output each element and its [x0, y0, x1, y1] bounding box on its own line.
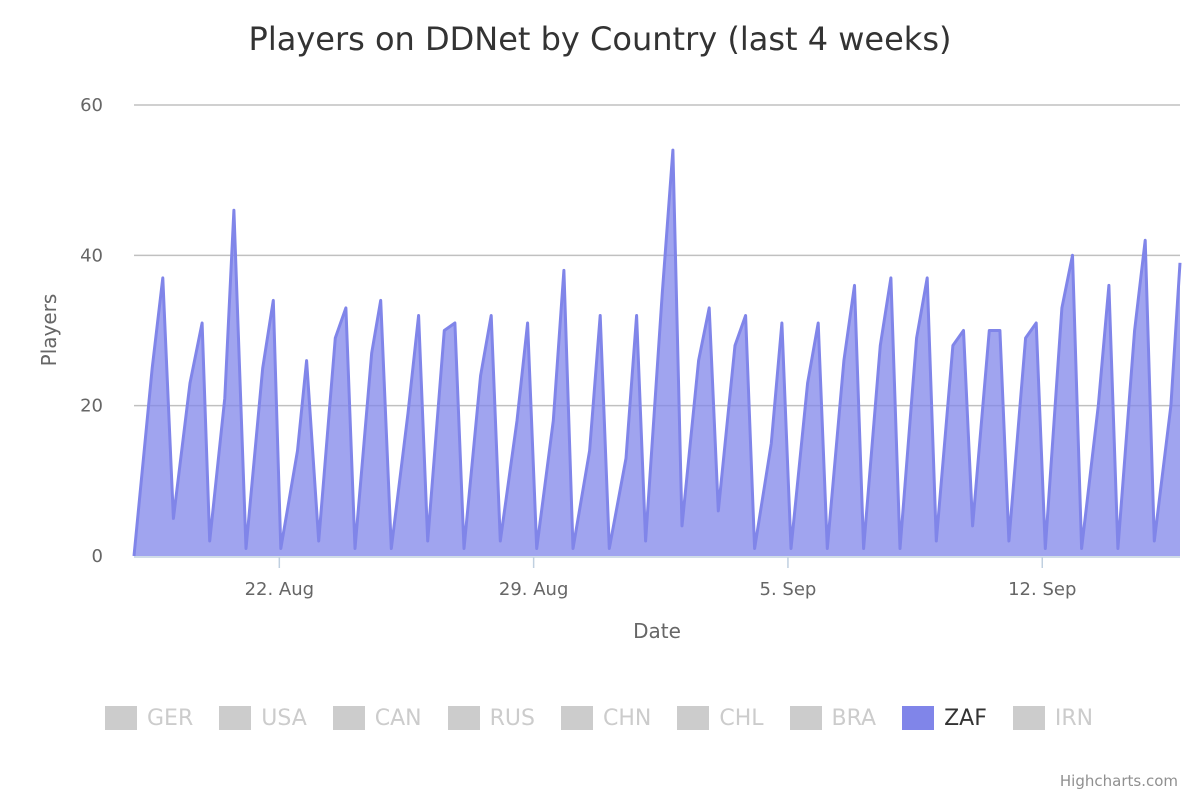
- legend-item-irn[interactable]: IRN: [1012, 703, 1094, 733]
- legend-label: CHL: [719, 705, 764, 731]
- y-tick-label: 60: [80, 95, 103, 116]
- legend-item-rus[interactable]: RUS: [447, 703, 535, 733]
- x-axis-title: Date: [633, 619, 681, 643]
- x-tick-label: 29. Aug: [499, 579, 569, 600]
- legend-swatch: [1012, 706, 1045, 730]
- x-axis: 22. Aug 29. Aug 5. Sep 12. Sep: [134, 556, 1180, 600]
- legend-item-ger[interactable]: GER: [105, 703, 193, 733]
- series-line-zaf[interactable]: [132, 148, 1182, 557]
- series-area-zaf: [134, 150, 1180, 556]
- legend-swatch: [105, 706, 137, 730]
- legend-label: CHN: [603, 705, 652, 731]
- legend-item-chl[interactable]: CHL: [677, 703, 764, 733]
- credits-link[interactable]: Highcharts.com: [1059, 772, 1178, 790]
- chart-title: Players on DDNet by Country (last 4 week…: [249, 20, 952, 58]
- legend: GER USA CAN RUS CHN CHL BRA ZAF IRN: [105, 703, 1165, 733]
- legend-swatch: [677, 706, 710, 730]
- legend-label: BRA: [831, 705, 877, 731]
- legend-label: CAN: [374, 705, 422, 731]
- legend-swatch: [332, 706, 365, 730]
- x-tick-label: 12. Sep: [1008, 579, 1076, 600]
- y-tick-label: 40: [80, 245, 103, 266]
- y-axis: 0 20 40 60: [80, 95, 103, 567]
- legend-item-bra[interactable]: BRA: [789, 703, 877, 733]
- legend-swatch: [902, 706, 935, 730]
- y-tick-label: 20: [80, 396, 103, 417]
- legend-label: USA: [261, 705, 307, 731]
- y-axis-title: Players: [37, 294, 61, 367]
- legend-label: GER: [147, 705, 194, 731]
- legend-item-chn[interactable]: CHN: [561, 703, 651, 733]
- plot-area: [132, 148, 1182, 557]
- x-tick-label: 5. Sep: [760, 579, 817, 600]
- legend-label: ZAF: [944, 705, 987, 731]
- legend-item-usa[interactable]: USA: [219, 703, 307, 733]
- legend-label: RUS: [489, 705, 535, 731]
- x-tick-label: 22. Aug: [245, 579, 315, 600]
- legend-swatch: [219, 706, 252, 730]
- y-tick-label: 0: [92, 546, 103, 567]
- legend-item-zaf[interactable]: ZAF: [902, 703, 987, 733]
- legend-swatch: [561, 706, 593, 730]
- legend-swatch: [447, 706, 480, 730]
- legend-swatch: [789, 706, 822, 730]
- legend-label: IRN: [1054, 705, 1094, 731]
- legend-item-can[interactable]: CAN: [332, 703, 422, 733]
